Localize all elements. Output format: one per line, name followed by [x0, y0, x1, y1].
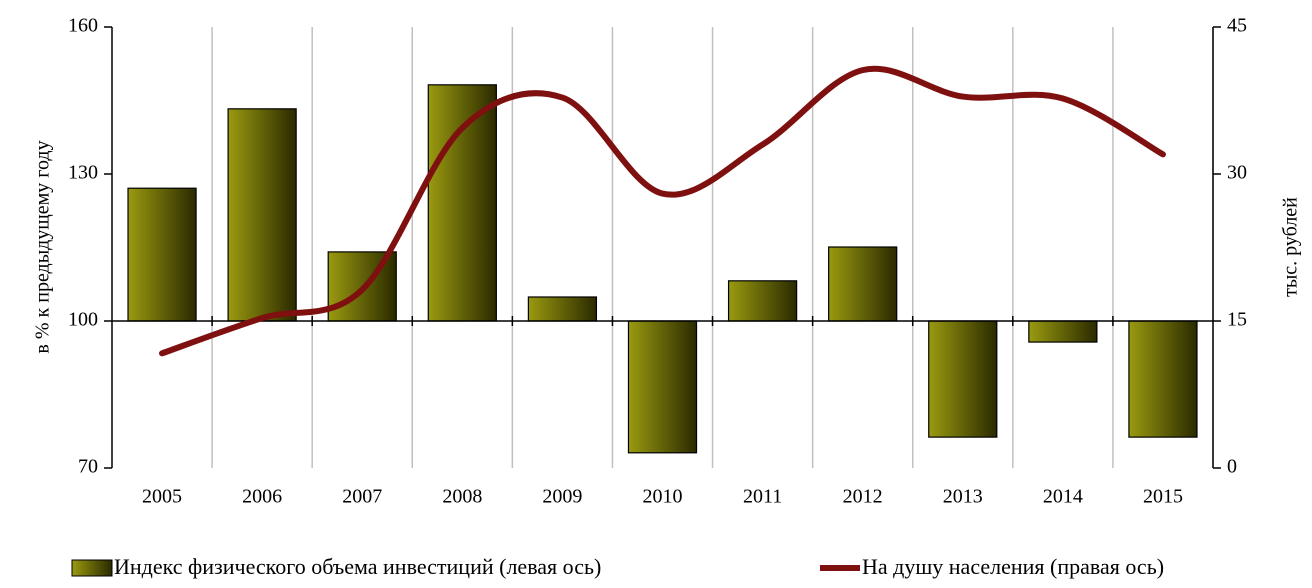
x-tick-label: 2010	[643, 486, 683, 508]
bar	[727, 280, 798, 322]
bar	[1128, 320, 1198, 438]
bar	[627, 320, 698, 454]
x-tick-label: 2013	[943, 486, 983, 508]
x-tick-label: 2012	[843, 486, 883, 508]
line	[159, 65, 1166, 357]
y2-tick-label: 15	[1227, 309, 1247, 331]
x-tick-label: 2008	[442, 486, 482, 508]
y-tick-label: 70	[78, 456, 98, 478]
y2-axis-label: тыс. рублей	[1280, 197, 1302, 297]
legend-label: На душу населения (правая ось)	[862, 554, 1164, 579]
legend-label: Индекс физического объема инвестиций (ле…	[114, 554, 601, 579]
x-tick-label: 2011	[743, 486, 782, 508]
legend-swatch	[71, 559, 113, 577]
bar	[527, 296, 598, 322]
x-tick-label: 2009	[542, 486, 582, 508]
x-tick-label: 2005	[142, 486, 182, 508]
y2-tick-label: 30	[1227, 162, 1247, 184]
y2-tick-label: 0	[1227, 456, 1237, 478]
bar	[227, 108, 297, 322]
y-axis-label: в % к предыдущему году	[32, 140, 54, 353]
x-tick-label: 2006	[242, 486, 282, 508]
bar	[127, 187, 197, 322]
y-tick-label: 100	[68, 309, 98, 331]
y-tick-label: 160	[68, 15, 98, 37]
bar	[828, 246, 898, 322]
x-tick-label: 2015	[1143, 486, 1183, 508]
y-tick-label: 130	[68, 162, 98, 184]
y2-tick-label: 45	[1227, 15, 1247, 37]
x-tick-label: 2014	[1043, 486, 1083, 508]
bar	[928, 320, 998, 438]
bar	[427, 84, 497, 322]
x-tick-label: 2007	[342, 486, 382, 508]
bar	[1028, 320, 1098, 343]
